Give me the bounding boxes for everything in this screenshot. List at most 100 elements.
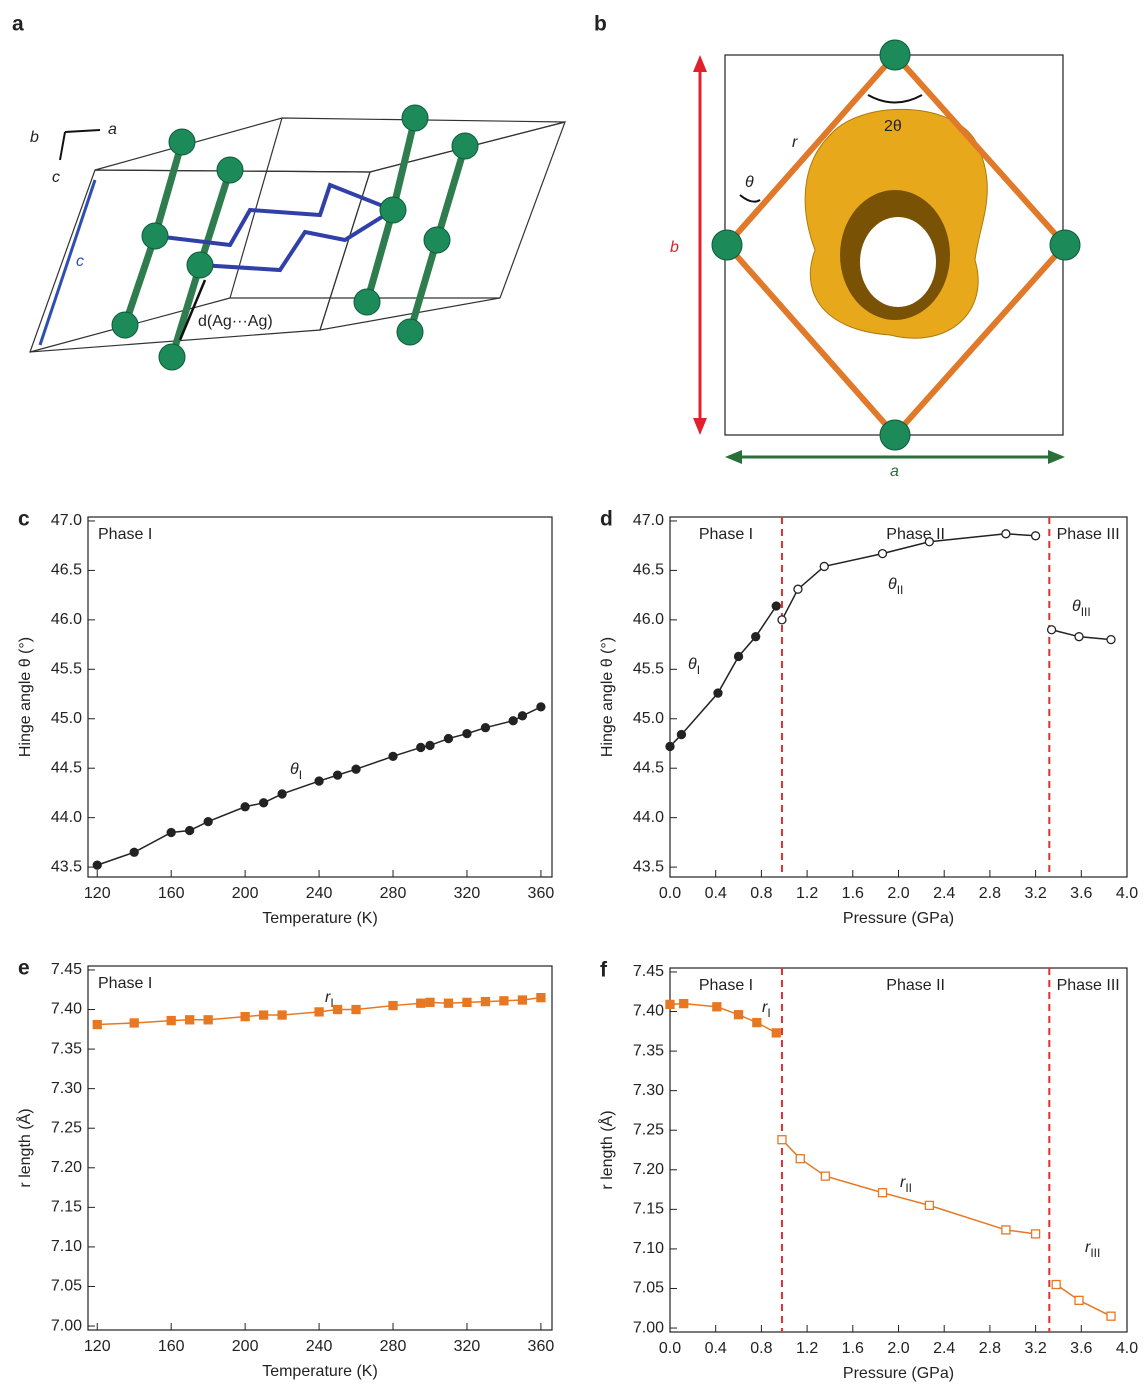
- b-label: b: [670, 239, 679, 256]
- annotation: θI: [688, 656, 700, 677]
- y-tick-label: 7.35: [51, 1040, 82, 1057]
- y-tick-label: 7.40: [51, 1001, 82, 1018]
- marker: [389, 752, 397, 760]
- marker: [821, 1172, 829, 1180]
- panel-label: c: [18, 508, 30, 531]
- marker: [879, 550, 887, 558]
- marker: [1075, 633, 1083, 641]
- marker: [680, 1000, 688, 1008]
- marker: [241, 1013, 249, 1021]
- marker: [772, 1029, 780, 1037]
- arrow-head: [725, 450, 742, 464]
- rod: [200, 170, 230, 265]
- marker: [1002, 1226, 1010, 1234]
- x-axis-label: Pressure (GPa): [843, 910, 954, 927]
- phase-label: Phase I: [699, 977, 753, 994]
- x-tick-label: 3.2: [1024, 885, 1046, 902]
- marker: [278, 790, 286, 798]
- axis-label: b: [30, 129, 39, 146]
- annotation-subscript: I: [767, 1006, 770, 1020]
- atom: [354, 289, 380, 315]
- y-axis-label: Hinge angle θ (°): [17, 637, 34, 757]
- x-tick-label: 200: [232, 1338, 259, 1355]
- marker: [537, 703, 545, 711]
- marker: [481, 724, 489, 732]
- marker: [537, 994, 545, 1002]
- x-tick-label: 2.4: [933, 1340, 955, 1357]
- panel-label: a: [12, 13, 24, 36]
- marker: [879, 1189, 887, 1197]
- atom: [880, 420, 910, 450]
- y-tick-label: 45.5: [633, 661, 664, 678]
- y-tick-label: 7.00: [51, 1317, 82, 1334]
- y-tick-label: 7.30: [51, 1080, 82, 1097]
- marker: [518, 996, 526, 1004]
- marker: [1107, 636, 1115, 644]
- r-label: r: [792, 134, 798, 151]
- marker: [352, 765, 360, 773]
- x-tick-label: 0.4: [705, 885, 727, 902]
- y-tick-label: 7.45: [51, 961, 82, 978]
- x-tick-label: 2.4: [933, 885, 955, 902]
- marker: [666, 1000, 674, 1008]
- marker: [925, 538, 933, 546]
- y-tick-label: 7.05: [51, 1278, 82, 1295]
- x-tick-label: 160: [158, 885, 185, 902]
- axis-label: c: [52, 169, 60, 186]
- marker: [677, 731, 685, 739]
- atom: [142, 223, 168, 249]
- annotation: rI: [762, 999, 771, 1020]
- marker: [241, 803, 249, 811]
- marker: [1107, 1312, 1115, 1320]
- marker: [417, 999, 425, 1007]
- pore-hole: [860, 217, 936, 307]
- marker: [752, 633, 760, 641]
- annotation-subscript: III: [1090, 1246, 1100, 1260]
- x-tick-label: 1.6: [842, 1340, 864, 1357]
- x-axis-label: Temperature (K): [262, 1363, 378, 1380]
- marker: [167, 828, 175, 836]
- x-tick-label: 0.8: [750, 885, 772, 902]
- marker: [1075, 1296, 1083, 1304]
- marker: [93, 861, 101, 869]
- marker: [925, 1201, 933, 1209]
- marker: [186, 1016, 194, 1024]
- y-tick-label: 46.5: [51, 562, 82, 579]
- rod: [172, 265, 200, 357]
- annotation: rII: [900, 1174, 912, 1195]
- marker: [481, 998, 489, 1006]
- x-tick-label: 2.8: [979, 885, 1001, 902]
- marker: [794, 585, 802, 593]
- x-tick-label: 2.0: [887, 1340, 909, 1357]
- annotation-subscript: II: [897, 583, 904, 597]
- y-tick-label: 44.5: [51, 759, 82, 776]
- marker: [315, 1008, 323, 1016]
- x-tick-label: 2.8: [979, 1340, 1001, 1357]
- marker: [1002, 530, 1010, 538]
- marker: [352, 1006, 360, 1014]
- atom: [159, 344, 185, 370]
- annotation-subscript: II: [905, 1181, 912, 1195]
- marker: [753, 1019, 761, 1027]
- plot-frame: [88, 966, 552, 1330]
- annotation: θII: [888, 576, 903, 597]
- annotation-symbol: θ: [290, 761, 299, 778]
- y-tick-label: 7.30: [633, 1082, 664, 1099]
- marker: [334, 771, 342, 779]
- marker: [444, 999, 452, 1007]
- atom: [187, 252, 213, 278]
- y-tick-label: 47.0: [51, 512, 82, 529]
- y-tick-label: 7.10: [633, 1240, 664, 1257]
- phase-label: Phase II: [886, 977, 945, 994]
- x-tick-label: 200: [232, 885, 259, 902]
- axis-arrow: [65, 130, 100, 132]
- angle-arc: [868, 95, 922, 103]
- annotation-subscript: III: [1081, 605, 1091, 619]
- structure-a: [30, 118, 565, 352]
- panel-label: b: [594, 13, 607, 36]
- marker: [260, 1011, 268, 1019]
- phase-label: Phase III: [1057, 526, 1120, 543]
- marker: [778, 616, 786, 624]
- y-tick-label: 7.40: [633, 1003, 664, 1020]
- x-tick-label: 4.0: [1116, 1340, 1138, 1357]
